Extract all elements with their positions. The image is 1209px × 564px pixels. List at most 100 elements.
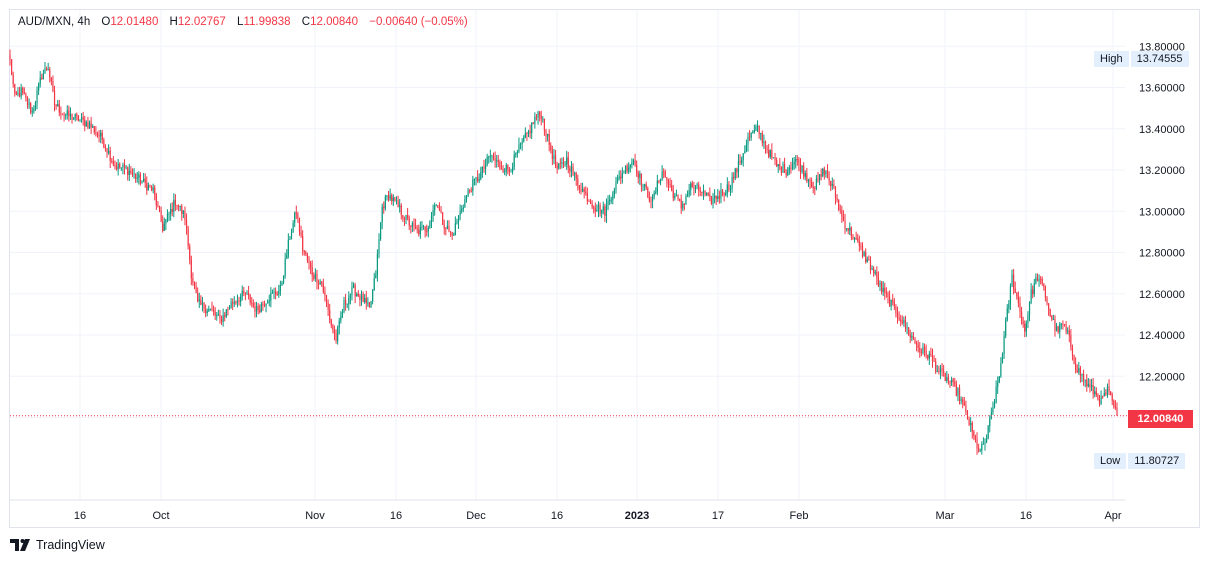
candle: [247, 285, 250, 300]
candle: [281, 280, 283, 287]
candle: [1079, 365, 1082, 383]
candle: [308, 256, 310, 270]
candle: [15, 91, 17, 96]
candle: [548, 129, 550, 152]
candle: [653, 190, 655, 200]
candle: [477, 170, 479, 183]
candle: [818, 174, 821, 186]
candle: [780, 166, 783, 176]
candle: [419, 221, 421, 239]
candle: [138, 171, 140, 185]
candle: [273, 287, 275, 300]
tradingview-logo[interactable]: TradingView: [10, 538, 105, 552]
candle: [448, 220, 450, 233]
candle: [131, 168, 134, 178]
candle: [869, 256, 872, 275]
candle: [1032, 285, 1034, 299]
candle: [80, 113, 83, 123]
candle: [227, 306, 229, 316]
candle: [909, 329, 911, 344]
candle: [688, 183, 690, 198]
candle: [519, 142, 522, 150]
candle: [443, 219, 445, 235]
interval-label[interactable]: 4h: [77, 16, 91, 28]
candle: [31, 107, 33, 117]
candle: [421, 221, 423, 231]
candle: [502, 165, 504, 174]
candle: [634, 153, 636, 167]
candle: [451, 232, 453, 240]
candle: [736, 167, 738, 179]
candle: [10, 59, 13, 76]
symbol-label[interactable]: AUD/MXN: [18, 16, 72, 28]
candle: [782, 161, 784, 173]
candle: [507, 164, 509, 175]
candle: [766, 145, 768, 154]
candle: [472, 175, 474, 196]
candle: [919, 342, 921, 358]
candle: [526, 132, 528, 141]
candle: [300, 225, 302, 238]
candle: [1073, 354, 1075, 365]
candle: [1097, 393, 1099, 401]
candle: [14, 83, 16, 97]
candle: [1011, 269, 1013, 288]
candle: [737, 154, 740, 178]
candle: [545, 128, 547, 143]
candle: [1006, 304, 1008, 322]
candle: [581, 182, 584, 193]
candle: [776, 157, 778, 168]
candle: [850, 226, 852, 241]
candle: [335, 329, 337, 344]
candle: [806, 168, 808, 184]
candle: [1103, 387, 1105, 397]
candle: [666, 176, 668, 188]
candle: [741, 156, 743, 166]
y-tick-label: 12.40000: [1139, 330, 1185, 342]
candle: [974, 434, 977, 443]
candle: [793, 156, 795, 170]
candle: [973, 429, 975, 441]
candle: [246, 290, 248, 296]
candle: [723, 192, 725, 202]
candle: [354, 282, 356, 304]
candle: [755, 124, 757, 132]
candle: [1048, 302, 1050, 316]
candle: [58, 99, 60, 117]
candle: [244, 292, 246, 301]
candle: [574, 171, 576, 181]
candle: [114, 160, 116, 170]
open-value: 12.01480: [110, 16, 159, 28]
candle: [556, 161, 558, 174]
candle: [235, 300, 237, 305]
brand-name: TradingView: [36, 538, 105, 552]
candle: [313, 272, 315, 281]
candle: [136, 172, 138, 183]
candle: [349, 293, 351, 305]
candle: [171, 202, 173, 217]
candle: [860, 242, 862, 251]
candle: [659, 178, 662, 186]
candle: [896, 306, 899, 324]
candle: [846, 228, 848, 232]
candle: [216, 312, 218, 321]
candle: [462, 204, 464, 213]
candle: [386, 194, 388, 201]
candle: [734, 167, 736, 181]
candle: [847, 227, 849, 235]
low-tag-value: 11.80727: [1128, 453, 1186, 469]
candle: [1020, 306, 1023, 325]
candle: [357, 290, 359, 298]
candle: [192, 272, 194, 286]
candle: [626, 163, 628, 174]
candle: [505, 162, 507, 177]
candle: [616, 174, 619, 184]
candle: [655, 187, 657, 195]
candle: [100, 129, 102, 144]
candle: [53, 85, 56, 112]
candle: [284, 252, 286, 279]
candle: [268, 294, 270, 307]
candle: [774, 152, 776, 166]
candle: [717, 188, 719, 203]
